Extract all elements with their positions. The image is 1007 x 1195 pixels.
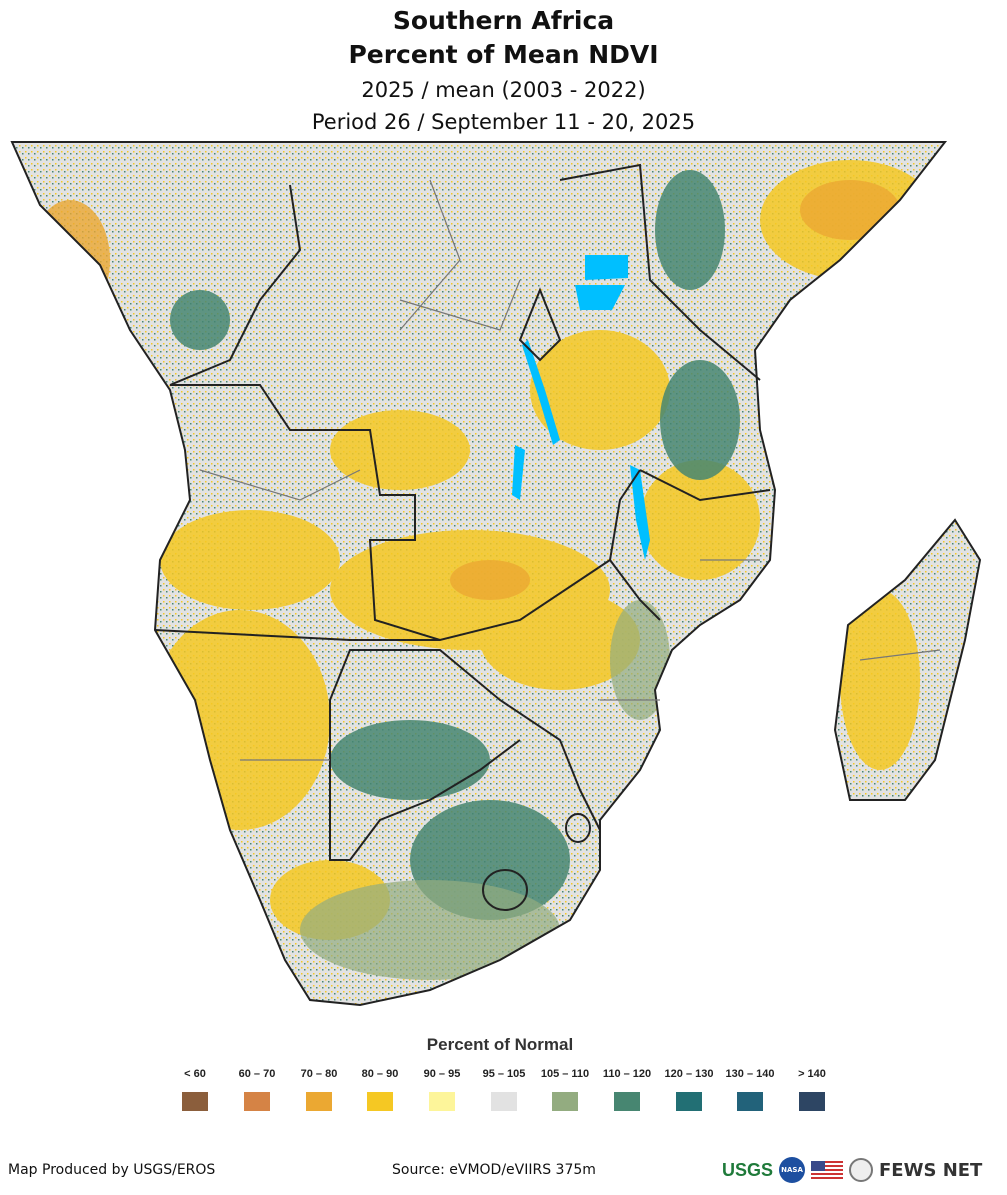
legend-item: 130 – 140	[720, 1068, 780, 1111]
data-source: Source: eVMOD/eVIIRS 375m	[392, 1162, 596, 1178]
legend-label: > 140	[798, 1068, 826, 1080]
country-borders	[154, 163, 771, 911]
wet-anomaly-regions	[170, 170, 740, 920]
partner-logos: USGS NASA FEWS NET	[722, 1157, 982, 1183]
legend-swatch	[552, 1092, 578, 1111]
legend-swatch	[799, 1092, 825, 1111]
usgs-logo: USGS	[722, 1159, 774, 1180]
legend-item: 90 – 95	[412, 1068, 472, 1111]
legend-swatch	[737, 1092, 763, 1111]
legend-title: Percent of Normal	[426, 1035, 574, 1054]
legend-swatch	[614, 1092, 640, 1111]
us-flag-icon	[811, 1161, 844, 1179]
legend-label: 70 – 80	[300, 1068, 338, 1080]
state-department-seal-icon	[849, 1158, 874, 1182]
nasa-logo: NASA	[779, 1157, 806, 1183]
ndvi-map	[11, 141, 981, 1006]
legend-label: < 60	[184, 1068, 206, 1080]
map-title: Southern Africa	[392, 6, 615, 35]
legend-swatch	[367, 1092, 393, 1111]
legend-label: 130 – 140	[725, 1068, 775, 1080]
legend-swatch	[676, 1092, 702, 1111]
fews-net-logo: FEWS NET	[879, 1159, 983, 1181]
legend-swatch	[429, 1092, 455, 1111]
comparison-period: 2025 / mean (2003 - 2022)	[361, 78, 646, 102]
legend-item: < 60	[165, 1068, 225, 1111]
legend-label: 120 – 130	[664, 1068, 714, 1080]
producer-credit: Map Produced by USGS/EROS	[8, 1162, 216, 1178]
legend-swatch	[182, 1092, 208, 1111]
dry-anomaly-regions	[150, 160, 940, 940]
lakes	[512, 255, 650, 560]
legend-item: 70 – 80	[289, 1068, 349, 1111]
legend-swatch	[244, 1092, 270, 1111]
legend-item: 110 – 120	[597, 1068, 657, 1111]
legend-item: > 140	[782, 1068, 842, 1111]
legend-label: 90 – 95	[423, 1068, 461, 1080]
legend-item: 105 – 110	[535, 1068, 595, 1111]
legend-item: 95 – 105	[474, 1068, 534, 1111]
legend-item: 120 – 130	[659, 1068, 719, 1111]
legend-item: 60 – 70	[227, 1068, 287, 1111]
legend-label: 95 – 105	[482, 1068, 526, 1080]
legend-label: 80 – 90	[361, 1068, 399, 1080]
legend-label: 60 – 70	[238, 1068, 276, 1080]
legend-label: 110 – 120	[602, 1068, 652, 1080]
legend-swatch	[491, 1092, 517, 1111]
admin-borders	[199, 179, 941, 761]
legend-label: 105 – 110	[540, 1068, 590, 1080]
dekad-period: Period 26 / September 11 - 20, 2025	[311, 110, 696, 134]
legend-swatch	[306, 1092, 332, 1111]
legend-item: 80 – 90	[350, 1068, 410, 1111]
map-subtitle-ndvi: Percent of Mean NDVI	[348, 40, 659, 69]
land-area	[12, 142, 980, 1005]
